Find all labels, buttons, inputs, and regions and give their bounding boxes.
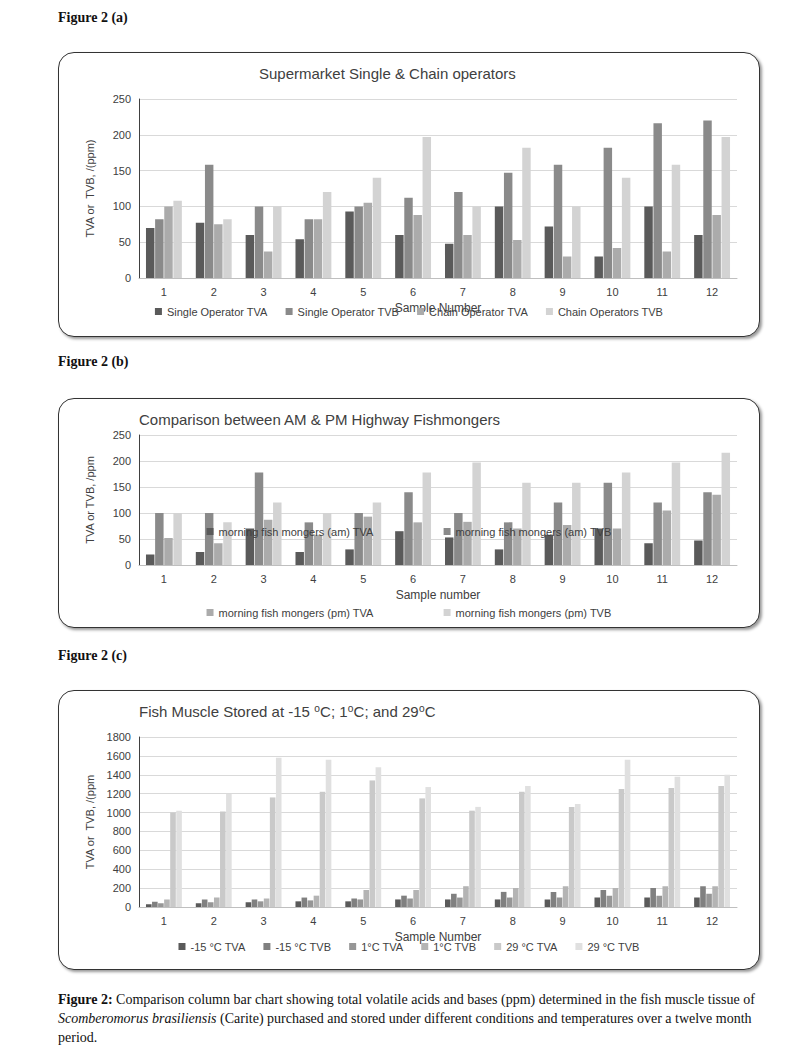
- svg-text:10: 10: [606, 573, 618, 585]
- svg-text:0: 0: [125, 272, 131, 284]
- svg-text:Fish Muscle Stored at -15 ⁰C;: Fish Muscle Stored at -15 ⁰C; 1⁰C; and 2…: [139, 703, 436, 720]
- svg-text:1: 1: [161, 915, 167, 927]
- svg-text:1200: 1200: [107, 788, 131, 800]
- svg-text:8: 8: [510, 915, 516, 927]
- svg-text:Comparison between AM & PM Hig: Comparison between AM & PM Highway Fishm…: [139, 411, 500, 428]
- svg-text:morning fish mongers (am) TVA: morning fish mongers (am) TVA: [219, 526, 375, 538]
- svg-text:7: 7: [460, 915, 466, 927]
- svg-text:Single Operator TVB: Single Operator TVB: [298, 306, 399, 318]
- svg-text:0: 0: [125, 901, 131, 913]
- svg-text:9: 9: [560, 915, 566, 927]
- svg-text:5: 5: [360, 286, 366, 298]
- svg-text:150: 150: [113, 481, 131, 493]
- svg-text:9: 9: [560, 573, 566, 585]
- html-text:Scomberomorus brasiliensis (Ca: Scomberomorus brasiliensis (Carite) purc…: [58, 1011, 752, 1045]
- svg-text:50: 50: [119, 236, 131, 248]
- svg-text:600: 600: [113, 844, 131, 856]
- svg-text:5: 5: [360, 915, 366, 927]
- svg-text:Sample number: Sample number: [396, 588, 481, 602]
- svg-text:6: 6: [410, 573, 416, 585]
- svg-text:morning fish mongers (am) TVB: morning fish mongers (am) TVB: [456, 526, 612, 538]
- svg-text:6: 6: [410, 286, 416, 298]
- svg-text:11: 11: [657, 286, 668, 298]
- svg-text:1000: 1000: [107, 807, 131, 819]
- svg-text:4: 4: [310, 573, 316, 585]
- svg-text:8: 8: [510, 286, 516, 298]
- svg-text:morning fish mongers (pm) TVB: morning fish mongers (pm) TVB: [456, 607, 612, 619]
- svg-text:10: 10: [606, 286, 618, 298]
- svg-text:6: 6: [410, 915, 416, 927]
- svg-text:12: 12: [706, 286, 718, 298]
- svg-text:150: 150: [113, 165, 131, 177]
- svg-text:200: 200: [113, 455, 131, 467]
- svg-text:29 °C TVB: 29 °C TVB: [587, 941, 639, 953]
- svg-text:Chain Operator TVA: Chain Operator TVA: [429, 306, 528, 318]
- svg-text:1800: 1800: [107, 731, 131, 743]
- svg-text:1: 1: [161, 286, 167, 298]
- svg-text:100: 100: [113, 200, 131, 212]
- svg-text:2: 2: [211, 286, 217, 298]
- svg-text:5: 5: [360, 573, 366, 585]
- svg-text:2: 2: [211, 573, 217, 585]
- html-text:Figure 2 (a): Figure 2 (a): [58, 10, 128, 25]
- svg-text:8: 8: [510, 573, 516, 585]
- svg-text:0: 0: [125, 559, 131, 571]
- svg-text:250: 250: [113, 429, 131, 441]
- svg-text:1600: 1600: [107, 750, 131, 762]
- svg-text:12: 12: [706, 573, 718, 585]
- svg-text:-15 °C TVB: -15 °C TVB: [275, 941, 331, 953]
- svg-text:400: 400: [113, 863, 131, 875]
- svg-text:TVA or TVB, /(ppm: TVA or TVB, /(ppm: [84, 775, 96, 869]
- svg-text:Supermarket Single & Chain ope: Supermarket Single & Chain operators: [259, 65, 516, 82]
- svg-text:11: 11: [657, 915, 668, 927]
- svg-text:9: 9: [560, 286, 566, 298]
- svg-text:7: 7: [460, 286, 466, 298]
- svg-text:11: 11: [657, 573, 668, 585]
- svg-text:Chain Operators TVB: Chain Operators TVB: [558, 306, 663, 318]
- svg-text:4: 4: [310, 286, 316, 298]
- svg-text:200: 200: [113, 882, 131, 894]
- svg-text:29 °C TVA: 29 °C TVA: [506, 941, 558, 953]
- svg-text:Single Operator TVA: Single Operator TVA: [167, 306, 268, 318]
- svg-text:morning fish mongers (pm) TVA: morning fish mongers (pm) TVA: [219, 607, 375, 619]
- html-text:Figure 2: Comparison column ba: Figure 2: Comparison column bar chart sh…: [58, 992, 755, 1007]
- html-text:Figure 2 (b): Figure 2 (b): [58, 354, 129, 369]
- svg-text:1: 1: [161, 573, 167, 585]
- svg-text:7: 7: [460, 573, 466, 585]
- svg-text:TVA or TVB, /(ppm): TVA or TVB, /(ppm): [84, 139, 96, 237]
- svg-text:-15 °C TVA: -15 °C TVA: [190, 941, 245, 953]
- svg-text:3: 3: [261, 573, 267, 585]
- html-text:Figure 2 (c): Figure 2 (c): [58, 648, 127, 663]
- svg-text:1400: 1400: [107, 769, 131, 781]
- svg-text:10: 10: [606, 915, 618, 927]
- svg-text:200: 200: [113, 129, 131, 141]
- svg-text:4: 4: [310, 915, 316, 927]
- svg-text:800: 800: [113, 825, 131, 837]
- svg-text:1°C TVA: 1°C TVA: [361, 941, 404, 953]
- svg-text:Sample Number: Sample Number: [394, 929, 482, 944]
- svg-text:2: 2: [211, 915, 217, 927]
- svg-text:250: 250: [113, 93, 131, 105]
- svg-text:1°C TVB: 1°C TVB: [433, 941, 476, 953]
- svg-text:12: 12: [706, 915, 718, 927]
- svg-text:TVA or TVB, /ppm: TVA or TVB, /ppm: [84, 456, 96, 544]
- svg-text:100: 100: [113, 507, 131, 519]
- svg-text:3: 3: [261, 915, 267, 927]
- svg-text:3: 3: [261, 286, 267, 298]
- svg-text:50: 50: [119, 533, 131, 545]
